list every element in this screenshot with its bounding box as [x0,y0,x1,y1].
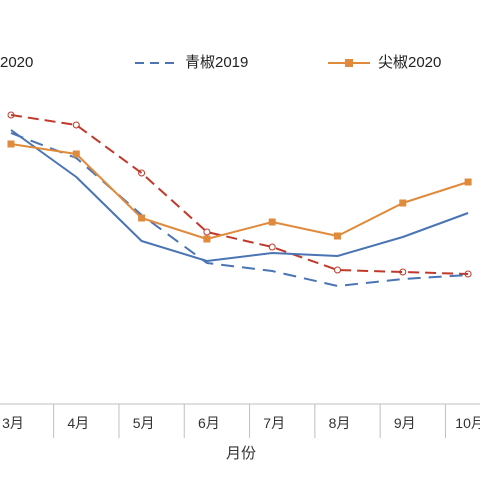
series-line [10,132,469,287]
series-point [268,218,276,226]
series-point [399,268,407,276]
series-point [72,150,80,158]
series-point [334,266,341,274]
legend-item-series-2: 青椒2019 [133,52,248,74]
series-point [203,228,211,236]
legend-item-series-1: 椒2020 [0,52,33,74]
legend-label: 青椒2019 [185,54,249,71]
series-line [10,129,469,262]
orange-square-line-swatch [326,52,372,74]
x-tick-label: 5月 [133,415,155,431]
series-point [72,121,80,129]
x-tick-label: 10月 [455,415,480,431]
series-point [334,232,341,240]
series-point [138,214,146,222]
x-tick-label: 8月 [329,415,351,431]
series-point [7,140,15,148]
x-axis-title: 月份 [226,445,256,462]
x-tick-label: 9月 [394,415,416,431]
series-point [203,235,211,243]
series-point [138,169,146,177]
series-group [7,111,472,287]
series-point [464,270,472,278]
x-tick-label: 4月 [67,415,89,431]
series-point [7,111,15,119]
series-point [464,178,472,186]
legend: 椒2020 青椒2019 尖椒2020 [0,52,480,74]
legend-label: 椒2020 [0,54,34,71]
series-point [399,199,407,207]
series-point [268,243,276,251]
axes [0,403,480,438]
x-tick-labels: 3月 4月 5月 6月 7月 8月 9月 10月 [2,415,480,431]
x-tick-label: 7月 [263,415,285,431]
series-line [10,114,469,275]
legend-label: 尖椒2020 [378,54,442,71]
legend-item-series-4: 尖椒2020 [326,52,441,74]
dashed-blue-line-swatch [133,52,179,74]
series-line [10,143,469,240]
x-tick-label: 3月 [2,415,24,431]
x-tick-label: 6月 [198,415,220,431]
